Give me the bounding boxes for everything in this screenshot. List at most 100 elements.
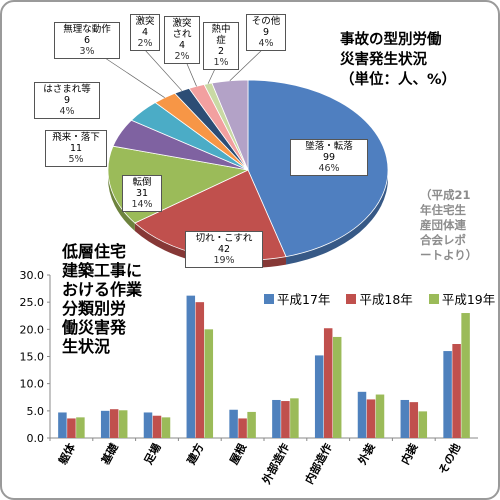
bar-1-7: [366, 399, 376, 438]
pie-label-heatstroke: 熱中症 2 1%: [203, 22, 239, 70]
pie-label-fall-value: 99: [322, 152, 336, 163]
legend-label-h17: 平成17年: [277, 292, 331, 307]
bar-category-label-0: 躯体: [55, 440, 79, 468]
pie-label-other: その他 9 4%: [246, 14, 286, 51]
bar-2-4: [247, 411, 256, 438]
bar-0-2: [143, 412, 153, 438]
bar-chart: 0.0 5.0 10.0 15.0 20.0 25.0 30.0 躯体 基礎 足場 建方 屋根 外部造作…: [20, 269, 478, 487]
bar-2-3: [204, 329, 214, 438]
bar-2-9: [461, 313, 470, 438]
bar-0-6: [314, 355, 324, 438]
pie-label-falling-object-value: 11: [69, 143, 83, 154]
pie-label-falling-object-name: 飛来・落下: [52, 132, 100, 143]
bar-category-label-8: 内装: [398, 441, 421, 467]
bar-1-1: [109, 409, 119, 438]
legend-label-h18: 平成18年: [359, 292, 413, 307]
bar-0-9: [443, 351, 452, 438]
bar-1-8: [409, 402, 419, 438]
pie-chart: [89, 47, 389, 268]
bar-0-7: [357, 391, 367, 438]
bar-1-3: [195, 302, 205, 438]
pie-leader-9: [229, 47, 265, 82]
bar-1-2: [152, 415, 162, 438]
bar-0-3: [186, 295, 196, 438]
pie-label-collision-value: 4: [141, 27, 149, 38]
pie-label-cut: 切れ・こすれ 42 19%: [185, 231, 263, 268]
pie-label-caught-name: はさまれ等: [43, 84, 91, 95]
pie-chart-title: 事故の型別労働 災害発生状況 （単位：人、%）: [340, 32, 457, 88]
bar-2-1: [118, 410, 128, 438]
pie-label-heatstroke-value: 2: [217, 46, 225, 57]
bar-y-tick-label-5: 25.0: [20, 296, 45, 309]
bar-2-8: [418, 411, 428, 438]
pie-label-other-percent: 4%: [258, 38, 274, 49]
pie-label-heatstroke-percent: 1%: [213, 57, 229, 68]
pie-label-other-value: 9: [262, 27, 270, 38]
pie-label-overexertion-value: 6: [83, 35, 91, 46]
bar-2-2: [161, 417, 171, 438]
pie-label-other-name: その他: [251, 16, 281, 27]
pie-leader-6: [144, 49, 183, 91]
bar-category-label-3: 建方: [184, 441, 207, 467]
pie-source-note: （平成21 年住宅生 産団体連 合会レポ ートより）: [420, 188, 478, 262]
pie-label-caught: はさまれ等 9 4%: [34, 82, 100, 119]
bar-1-5: [281, 401, 290, 438]
legend-swatch-h17: [264, 293, 274, 304]
bar-y-tick-label-0: 0.0: [27, 432, 45, 445]
pie-label-trip: 転倒 31 14%: [122, 175, 162, 212]
pie-label-struck-value: 4: [178, 40, 186, 51]
bar-category-label-9: その他: [435, 441, 463, 477]
bar-category-label-5: 外部造作: [259, 441, 292, 487]
bar-1-9: [452, 344, 461, 438]
bar-0-5: [272, 399, 281, 438]
pie-label-fall-name: 墜落・転落: [305, 141, 353, 152]
bar-chart-title: 低層住宅 建築工事に おける作業 分類別労 働災害発 生状況: [62, 242, 143, 356]
pie-label-struck: 激突され 4 2%: [164, 16, 200, 64]
pie-label-overexertion-name: 無理な動作: [63, 24, 111, 35]
bar-2-0: [76, 417, 85, 438]
pie-label-collision-name: 激突: [135, 16, 155, 27]
bar-category-label-1: 基礎: [98, 440, 122, 468]
pie-label-caught-value: 9: [63, 95, 71, 106]
bar-category-label-4: 屋根: [227, 440, 250, 467]
legend-swatch-h18: [346, 293, 357, 304]
bar-y-tick-label-4: 20.0: [20, 323, 45, 336]
pie-label-caught-percent: 4%: [59, 106, 75, 117]
legend-swatch-h19: [428, 293, 439, 304]
bar-1-4: [238, 418, 247, 438]
pie-label-overexertion: 無理な動作 6 3%: [54, 22, 120, 59]
pie-label-trip-percent: 14%: [131, 199, 153, 210]
bar-y-tick-label-2: 10.0: [20, 378, 45, 391]
pie-label-cut-percent: 19%: [213, 255, 235, 266]
bar-2-6: [332, 336, 342, 438]
bar-y-tick-label-1: 5.0: [27, 405, 45, 418]
bar-2-5: [290, 398, 299, 438]
pie-side-2: [108, 170, 135, 232]
bar-legend: 平成17年 平成18年 平成19年: [264, 289, 495, 308]
pie-label-falling-object: 飛来・落下 11 5%: [45, 130, 107, 167]
bar-0-8: [400, 399, 410, 438]
pie-label-fall-percent: 46%: [318, 163, 340, 174]
bar-0-4: [229, 409, 238, 438]
bar-category-label-7: 外装: [354, 441, 377, 468]
bar-y-tick-label-3: 15.0: [20, 351, 45, 364]
legend-item-h17: 平成17年: [264, 289, 330, 308]
pie-label-heatstroke-name: 熱中症: [211, 24, 231, 46]
pie-label-cut-name: 切れ・こすれ: [195, 233, 253, 244]
bar-category-label-6: 内部造作: [302, 441, 335, 486]
pie-label-struck-percent: 2%: [174, 51, 190, 62]
bar-category-label-2: 足場: [141, 441, 164, 467]
pie-label-cut-value: 42: [217, 244, 231, 255]
pie-label-trip-name: 転倒: [132, 177, 152, 188]
bar-0-0: [58, 412, 67, 438]
pie-label-struck-name: 激突され: [172, 18, 192, 40]
pie-label-trip-value: 31: [135, 188, 149, 199]
legend-item-h18: 平成18年: [346, 289, 413, 308]
bar-0-1: [100, 410, 110, 438]
bar-2-7: [375, 394, 385, 438]
legend-item-h19: 平成19年: [428, 289, 495, 308]
pie-label-falling-object-percent: 5%: [68, 154, 84, 165]
pie-label-fall: 墜落・転落 99 46%: [290, 139, 368, 176]
